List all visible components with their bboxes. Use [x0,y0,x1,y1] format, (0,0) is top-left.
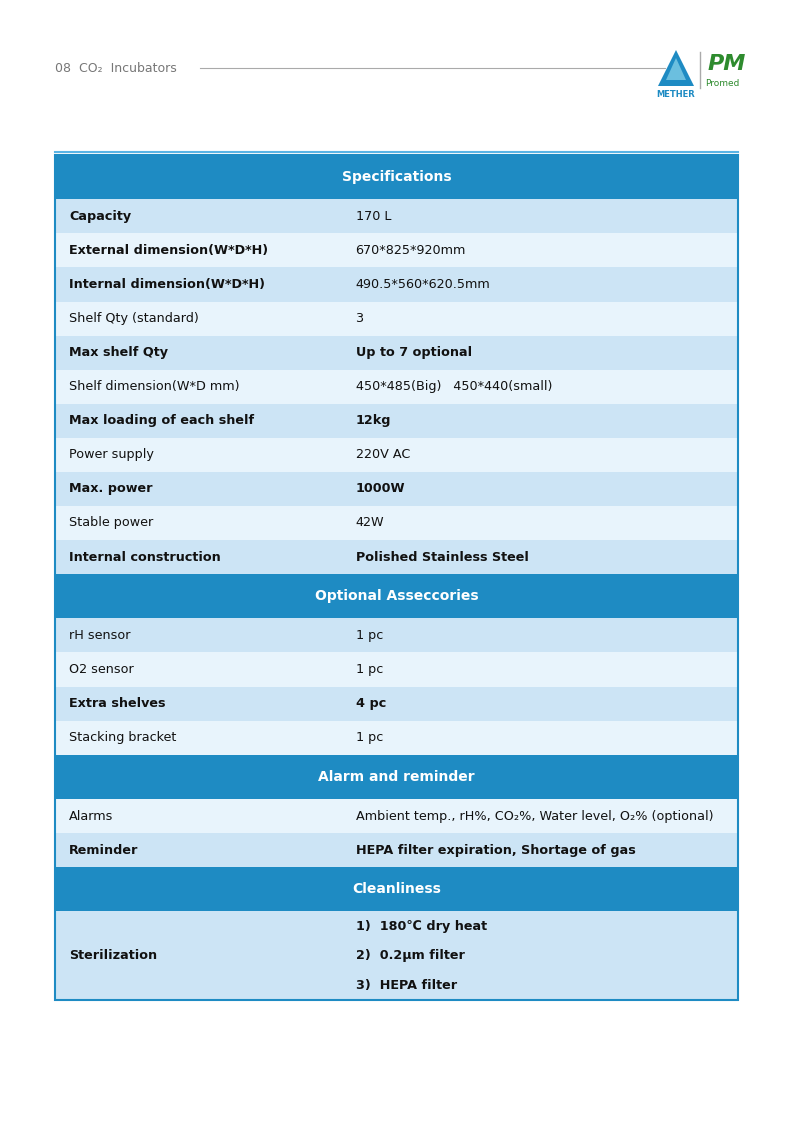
Bar [55,686,738,721]
Text: Cleanliness: Cleanliness [352,883,441,896]
Bar [55,336,738,369]
Polygon shape [658,51,694,86]
Text: Stable power: Stable power [69,517,153,529]
Text: 1 pc: 1 pc [356,629,383,642]
Bar [55,155,738,999]
Bar [55,540,738,574]
Bar [55,155,738,199]
Text: METHER: METHER [657,90,696,99]
Text: O2 sensor: O2 sensor [69,663,133,676]
Bar [55,833,738,867]
Text: Capacity: Capacity [69,210,131,222]
Text: PM: PM [708,54,746,74]
Text: 4 pc: 4 pc [356,697,386,710]
Text: Optional Asseccories: Optional Asseccories [314,590,478,603]
Text: 1)  180℃ dry heat: 1) 180℃ dry heat [356,920,487,933]
Text: Specifications: Specifications [341,171,451,184]
Text: External dimension(W*D*H): External dimension(W*D*H) [69,244,268,257]
Bar [55,574,738,619]
Text: 3)  HEPA filter: 3) HEPA filter [356,979,457,992]
Text: Stacking bracket: Stacking bracket [69,731,176,745]
Text: 12kg: 12kg [356,414,391,427]
Bar [55,267,738,301]
Text: rH sensor: rH sensor [69,629,130,642]
Text: Alarm and reminder: Alarm and reminder [318,770,475,784]
Bar [55,301,738,336]
Bar [55,652,738,686]
Bar [55,619,738,652]
Text: Polished Stainless Steel: Polished Stainless Steel [356,550,528,564]
Bar [55,369,738,404]
Bar [55,234,738,267]
Text: Up to 7 optional: Up to 7 optional [356,346,472,359]
Bar [55,755,738,798]
Text: Promed: Promed [705,79,739,88]
Text: 1000W: 1000W [356,483,405,495]
Text: Max loading of each shelf: Max loading of each shelf [69,414,254,427]
Text: Ambient temp., rH%, CO₂%, Water level, O₂% (optional): Ambient temp., rH%, CO₂%, Water level, O… [356,810,713,822]
Text: 170 L: 170 L [356,210,391,222]
Bar [55,404,738,438]
Text: 220V AC: 220V AC [356,448,410,462]
Text: Shelf dimension(W*D mm): Shelf dimension(W*D mm) [69,381,240,393]
Text: 42W: 42W [356,517,384,529]
Polygon shape [666,58,686,80]
Bar [55,798,738,833]
Text: Sterilization: Sterilization [69,949,157,962]
Text: 1 pc: 1 pc [356,663,383,676]
Text: Reminder: Reminder [69,843,138,857]
Bar [55,472,738,506]
Text: 3: 3 [356,312,364,325]
Text: Extra shelves: Extra shelves [69,697,165,710]
Bar [55,506,738,540]
Text: Internal dimension(W*D*H): Internal dimension(W*D*H) [69,279,265,291]
Bar [55,438,738,472]
Bar [55,199,738,234]
Text: Alarms: Alarms [69,810,114,822]
Text: 08  CO₂  Incubators: 08 CO₂ Incubators [55,62,177,74]
Text: Max shelf Qty: Max shelf Qty [69,346,168,359]
Bar [55,867,738,912]
Bar [55,721,738,755]
Text: Power supply: Power supply [69,448,154,462]
Text: 450*485(Big)   450*440(small): 450*485(Big) 450*440(small) [356,381,552,393]
Text: 670*825*920mm: 670*825*920mm [356,244,466,257]
Text: Shelf Qty (standard): Shelf Qty (standard) [69,312,198,325]
Text: Max. power: Max. power [69,483,152,495]
Text: 1 pc: 1 pc [356,731,383,745]
Text: 2)  0.2μm filter: 2) 0.2μm filter [356,949,464,962]
Bar [55,912,738,999]
Text: 490.5*560*620.5mm: 490.5*560*620.5mm [356,279,490,291]
Text: Internal construction: Internal construction [69,550,221,564]
Text: HEPA filter expiration, Shortage of gas: HEPA filter expiration, Shortage of gas [356,843,635,857]
